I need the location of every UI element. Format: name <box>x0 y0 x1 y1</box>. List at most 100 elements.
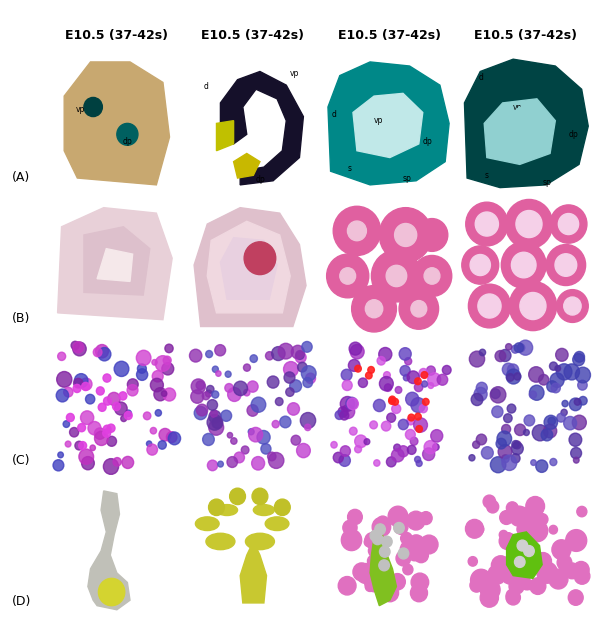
Circle shape <box>547 381 557 392</box>
Circle shape <box>523 429 529 436</box>
Circle shape <box>56 389 68 402</box>
Circle shape <box>490 387 506 403</box>
Circle shape <box>104 397 112 405</box>
Circle shape <box>421 372 428 379</box>
Circle shape <box>385 384 392 391</box>
Text: s: s <box>348 164 352 173</box>
Circle shape <box>216 371 221 376</box>
Circle shape <box>470 569 491 591</box>
Circle shape <box>387 413 395 423</box>
Circle shape <box>143 412 151 420</box>
Circle shape <box>67 413 74 421</box>
Circle shape <box>305 373 316 384</box>
Circle shape <box>252 488 268 505</box>
Circle shape <box>386 265 407 287</box>
Circle shape <box>286 387 294 396</box>
Circle shape <box>346 398 358 409</box>
Circle shape <box>411 573 428 592</box>
Polygon shape <box>217 121 233 151</box>
Text: d: d <box>332 110 337 118</box>
Circle shape <box>353 563 370 581</box>
Circle shape <box>159 428 171 441</box>
Circle shape <box>73 342 86 356</box>
Text: dp: dp <box>568 130 578 139</box>
Polygon shape <box>194 208 306 327</box>
Circle shape <box>168 432 181 445</box>
Circle shape <box>113 458 121 466</box>
Circle shape <box>577 506 587 517</box>
Circle shape <box>520 292 546 319</box>
Circle shape <box>355 365 361 372</box>
Circle shape <box>103 459 119 475</box>
Circle shape <box>408 414 415 421</box>
Circle shape <box>251 397 266 413</box>
Circle shape <box>386 457 396 467</box>
Circle shape <box>541 429 553 441</box>
Circle shape <box>340 268 356 284</box>
Circle shape <box>382 584 398 602</box>
Circle shape <box>395 223 417 247</box>
Circle shape <box>392 398 398 405</box>
Circle shape <box>468 557 478 566</box>
Circle shape <box>261 444 271 454</box>
Circle shape <box>98 347 111 361</box>
Circle shape <box>265 352 274 360</box>
Circle shape <box>574 568 590 584</box>
Circle shape <box>524 415 535 426</box>
Circle shape <box>103 425 111 433</box>
Circle shape <box>251 456 265 470</box>
Circle shape <box>422 398 429 405</box>
Circle shape <box>395 386 402 393</box>
Circle shape <box>53 459 64 471</box>
Circle shape <box>506 374 514 381</box>
Circle shape <box>215 345 226 356</box>
Circle shape <box>117 123 138 145</box>
Circle shape <box>248 429 254 435</box>
Circle shape <box>376 516 389 530</box>
Circle shape <box>550 205 587 243</box>
Polygon shape <box>370 524 397 606</box>
Text: E10.5 (37-42s): E10.5 (37-42s) <box>201 29 304 43</box>
Circle shape <box>84 98 103 116</box>
Circle shape <box>499 533 515 550</box>
Circle shape <box>274 499 290 515</box>
Circle shape <box>341 369 352 381</box>
Circle shape <box>527 520 548 541</box>
Circle shape <box>462 246 499 284</box>
Circle shape <box>575 367 590 383</box>
Circle shape <box>371 250 421 302</box>
Circle shape <box>529 385 544 400</box>
Circle shape <box>506 590 518 601</box>
Circle shape <box>407 371 419 384</box>
Circle shape <box>137 364 146 373</box>
Circle shape <box>206 351 212 357</box>
Circle shape <box>244 389 250 396</box>
Polygon shape <box>88 491 130 610</box>
Circle shape <box>194 406 207 419</box>
Circle shape <box>124 411 132 419</box>
Circle shape <box>509 578 524 594</box>
Circle shape <box>379 208 432 262</box>
Circle shape <box>524 546 534 557</box>
Text: (B): (B) <box>12 312 31 325</box>
Circle shape <box>406 429 415 439</box>
Circle shape <box>202 392 210 400</box>
Circle shape <box>370 552 383 565</box>
Circle shape <box>566 530 587 552</box>
Circle shape <box>550 373 564 387</box>
Circle shape <box>80 411 94 424</box>
Circle shape <box>77 424 86 432</box>
Text: dp: dp <box>122 137 132 146</box>
Circle shape <box>488 566 501 580</box>
Circle shape <box>163 356 171 364</box>
Circle shape <box>557 290 588 322</box>
Circle shape <box>399 347 411 360</box>
Circle shape <box>331 441 337 448</box>
Polygon shape <box>506 532 542 578</box>
Circle shape <box>536 460 548 473</box>
Circle shape <box>221 410 232 421</box>
Circle shape <box>191 390 204 403</box>
Circle shape <box>574 457 579 463</box>
Polygon shape <box>220 238 277 299</box>
Circle shape <box>569 398 581 411</box>
